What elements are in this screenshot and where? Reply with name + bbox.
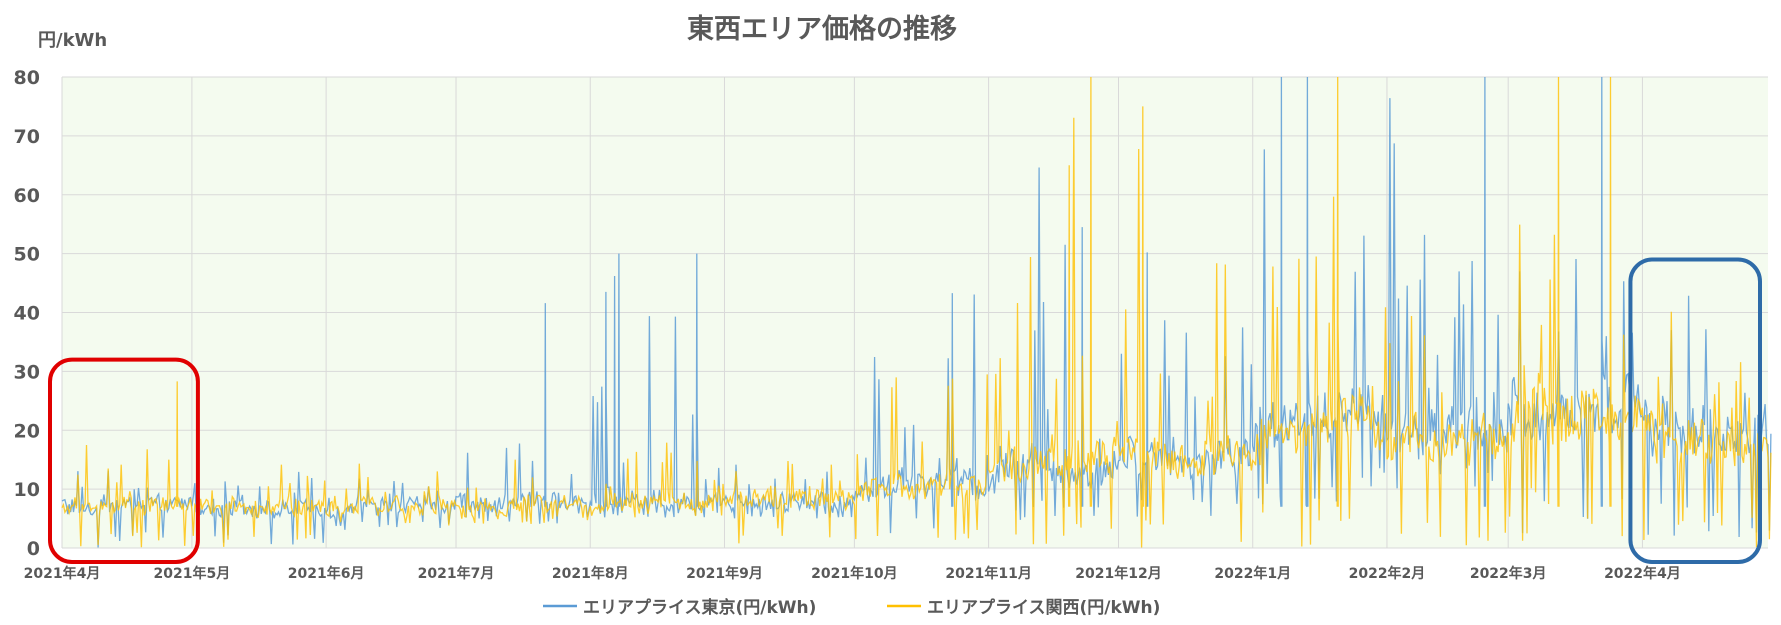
x-tick-label: 2021年4月 xyxy=(24,565,101,582)
x-tick-label: 2021年5月 xyxy=(154,565,231,582)
annotation-layer xyxy=(48,257,1763,564)
y-tick-label: 20 xyxy=(14,420,40,442)
y-axis-label: 円/kWh xyxy=(38,30,107,51)
x-tick-label: 2021年11月 xyxy=(945,565,1031,582)
y-tick-label: 60 xyxy=(14,185,40,207)
series-layer xyxy=(61,76,1772,548)
x-tick-label: 2021年9月 xyxy=(686,565,763,582)
x-tick-labels: 2021年4月 2021年5月 2021年6月 2021年7月 2021年8月 2021年… xyxy=(24,565,1681,582)
annotation-box-red xyxy=(48,357,200,564)
y-tick-label: 80 xyxy=(14,67,40,89)
x-tick-label: 2021年6月 xyxy=(288,565,365,582)
x-tick-label: 2021年7月 xyxy=(418,565,495,582)
y-tick-label: 30 xyxy=(14,361,40,383)
y-tick-label: 40 xyxy=(14,303,40,325)
x-tick-label: 2022年2月 xyxy=(1349,565,1426,582)
y-tick-label: 0 xyxy=(27,538,40,560)
x-tick-label: 2022年3月 xyxy=(1470,565,1547,582)
y-tick-labels: 0 10 20 30 40 50 60 70 80 xyxy=(14,67,40,560)
x-tick-label: 2021年12月 xyxy=(1075,565,1161,582)
legend: エリアプライス東京(円/kWh) エリアプライス関西(円/kWh) xyxy=(543,597,1160,618)
chart-title: 東西エリア価格の推移 xyxy=(687,14,957,45)
x-tick-label: 2022年1月 xyxy=(1214,565,1291,582)
y-tick-label: 10 xyxy=(14,479,40,501)
legend-label-kansai: エリアプライス関西(円/kWh) xyxy=(927,597,1160,618)
series-kansai-line xyxy=(61,76,1772,548)
annotation-box-blue xyxy=(1628,257,1763,564)
y-tick-label: 70 xyxy=(14,126,40,148)
y-tick-label: 50 xyxy=(14,244,40,266)
x-tick-label: 2021年8月 xyxy=(552,565,629,582)
grid-lines xyxy=(61,76,1768,549)
x-tick-label: 2021年10月 xyxy=(811,565,897,582)
legend-label-tokyo: エリアプライス東京(円/kWh) xyxy=(583,597,816,618)
x-tick-label: 2022年4月 xyxy=(1604,565,1681,582)
